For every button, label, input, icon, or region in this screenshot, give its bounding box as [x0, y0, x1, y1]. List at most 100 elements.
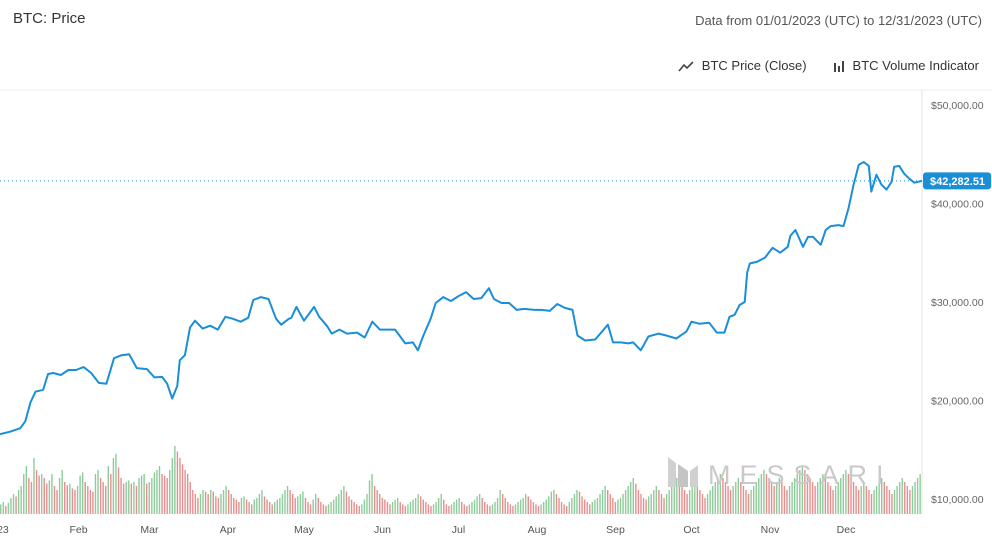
volume-bar	[612, 498, 614, 514]
volume-bar	[852, 482, 855, 514]
volume-bar	[473, 499, 476, 514]
volume-bar	[463, 504, 465, 514]
volume-bar	[525, 494, 527, 514]
volume-bar	[417, 494, 419, 514]
volume-bar	[806, 474, 809, 514]
volume-bar	[893, 490, 896, 514]
volume-bar	[227, 490, 230, 514]
volume-bar	[768, 478, 770, 514]
volume-bar	[696, 486, 699, 514]
volume-bar	[355, 504, 358, 514]
volume-bar	[581, 496, 583, 514]
volume-bar	[898, 482, 901, 514]
volume-bar	[655, 486, 658, 514]
volume-bar	[435, 502, 437, 514]
volume-bar	[453, 502, 455, 514]
volume-bar	[909, 490, 911, 514]
volume-bar	[294, 498, 296, 514]
volume-bar	[407, 504, 409, 514]
volume-bar	[752, 486, 755, 514]
volume-bar	[361, 504, 363, 514]
last-price-tag: $42,282.51	[923, 172, 991, 190]
volume-bar	[665, 494, 668, 514]
volume-bar	[476, 496, 478, 514]
volume-bar	[840, 478, 842, 514]
volume-bar	[138, 478, 140, 514]
volume-bar	[194, 494, 197, 514]
volume-bar	[12, 494, 15, 514]
volume-bar	[315, 494, 317, 514]
volume-bar	[215, 496, 217, 514]
volume-bar	[845, 470, 847, 514]
volume-bar	[486, 504, 489, 514]
volume-bar	[496, 498, 499, 514]
volume-bar	[276, 499, 279, 514]
volume-bar	[701, 494, 704, 514]
volume-bar	[133, 482, 135, 514]
volume-bar	[23, 474, 25, 514]
volume-bar	[850, 478, 852, 514]
volume-bar	[87, 486, 89, 514]
volume-bar	[770, 482, 773, 514]
volume-bar	[478, 494, 481, 514]
y-axis: $10,000.00 $20,000.00 $30,000.00 $40,000.00…	[931, 100, 984, 506]
volume-bar	[432, 504, 435, 514]
x-tick-label: Jul	[452, 524, 465, 536]
volume-bar	[842, 474, 845, 514]
volume-bar	[681, 486, 683, 514]
volume-bar	[115, 454, 117, 514]
volume-bar	[302, 491, 304, 514]
volume-bar	[688, 490, 691, 514]
volume-bar	[466, 506, 468, 514]
volume-bar	[799, 470, 801, 514]
volume-bar	[911, 486, 914, 514]
volume-bar	[256, 498, 258, 514]
volume-bar	[207, 494, 209, 514]
legend-item-price[interactable]: BTC Price (Close)	[678, 58, 807, 73]
volume-bar	[43, 478, 45, 514]
volume-bar	[535, 504, 537, 514]
volume-bar	[181, 464, 184, 514]
volume-bar	[645, 499, 647, 514]
volume-bar	[596, 498, 599, 514]
volume-bar	[366, 494, 368, 514]
volume-bar	[327, 504, 330, 514]
volume-bar	[796, 474, 798, 514]
volume-bar	[122, 483, 125, 514]
volume-bar	[7, 502, 10, 514]
x-tick-label: Jun	[374, 524, 391, 536]
volume-bar	[140, 475, 143, 514]
volume-bar	[468, 504, 471, 514]
volume-bar	[15, 496, 17, 514]
volume-bar	[58, 478, 61, 514]
volume-bar	[268, 502, 271, 514]
volume-bar	[888, 490, 891, 514]
volume-bar	[202, 490, 204, 514]
volume-bar	[896, 486, 898, 514]
volume-bar	[589, 504, 591, 514]
volume-bar	[668, 490, 670, 514]
volume-bar	[235, 499, 238, 514]
volume-bar	[604, 486, 606, 514]
messari-watermark: MESSARI	[668, 457, 884, 490]
volume-bar	[297, 496, 299, 514]
volume-bar	[186, 474, 189, 514]
volume-bar	[51, 474, 53, 514]
volume-bar	[28, 478, 30, 514]
volume-bar	[868, 490, 870, 514]
legend-item-volume[interactable]: BTC Volume Indicator	[833, 58, 979, 73]
volume-bar	[250, 504, 253, 514]
volume-bar	[717, 478, 719, 514]
volume-bar	[427, 504, 430, 514]
volume-bar	[125, 482, 127, 514]
volume-bar	[46, 483, 48, 514]
bar-chart-icon	[833, 60, 844, 72]
volume-bar	[197, 498, 199, 514]
volume-bar	[76, 486, 79, 514]
volume-bar	[827, 482, 829, 514]
volume-bar	[107, 466, 109, 514]
volume-bar	[112, 458, 115, 514]
volume-bar	[507, 502, 509, 514]
volume-bar	[396, 498, 399, 514]
